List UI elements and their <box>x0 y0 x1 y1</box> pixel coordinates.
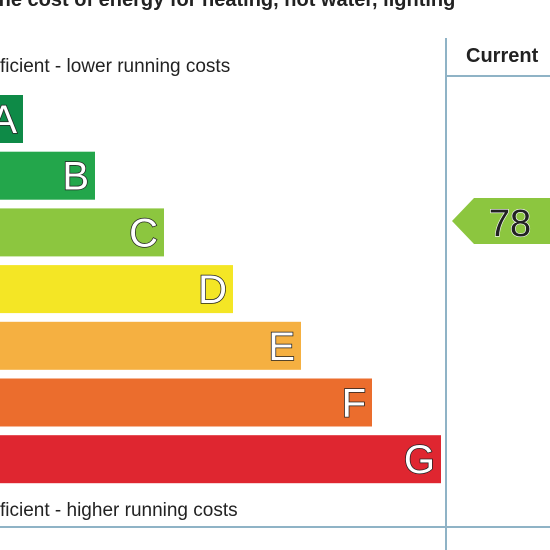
header-title: the cost of energy for heating, hot wate… <box>0 0 455 11</box>
band-letter: E <box>268 325 295 369</box>
band-letter: A <box>0 98 17 142</box>
current-arrow <box>452 198 550 244</box>
band-bar <box>0 265 233 314</box>
band-bar <box>0 321 301 370</box>
band-letter: F <box>342 382 366 426</box>
column-header: Current <box>466 45 539 67</box>
band-letter: D <box>198 268 227 312</box>
note-bottom: ficient - higher running costs <box>0 500 238 521</box>
band-letter: B <box>62 155 89 199</box>
band-bar <box>0 435 441 484</box>
band-bar <box>0 378 372 427</box>
note-top: ficient - lower running costs <box>0 56 230 77</box>
band-bar <box>0 151 95 200</box>
band-letter: G <box>404 438 435 482</box>
band-bar <box>0 208 164 257</box>
current-value: 78 <box>489 203 531 245</box>
band-letter: C <box>129 211 158 255</box>
band-bar <box>0 95 23 143</box>
